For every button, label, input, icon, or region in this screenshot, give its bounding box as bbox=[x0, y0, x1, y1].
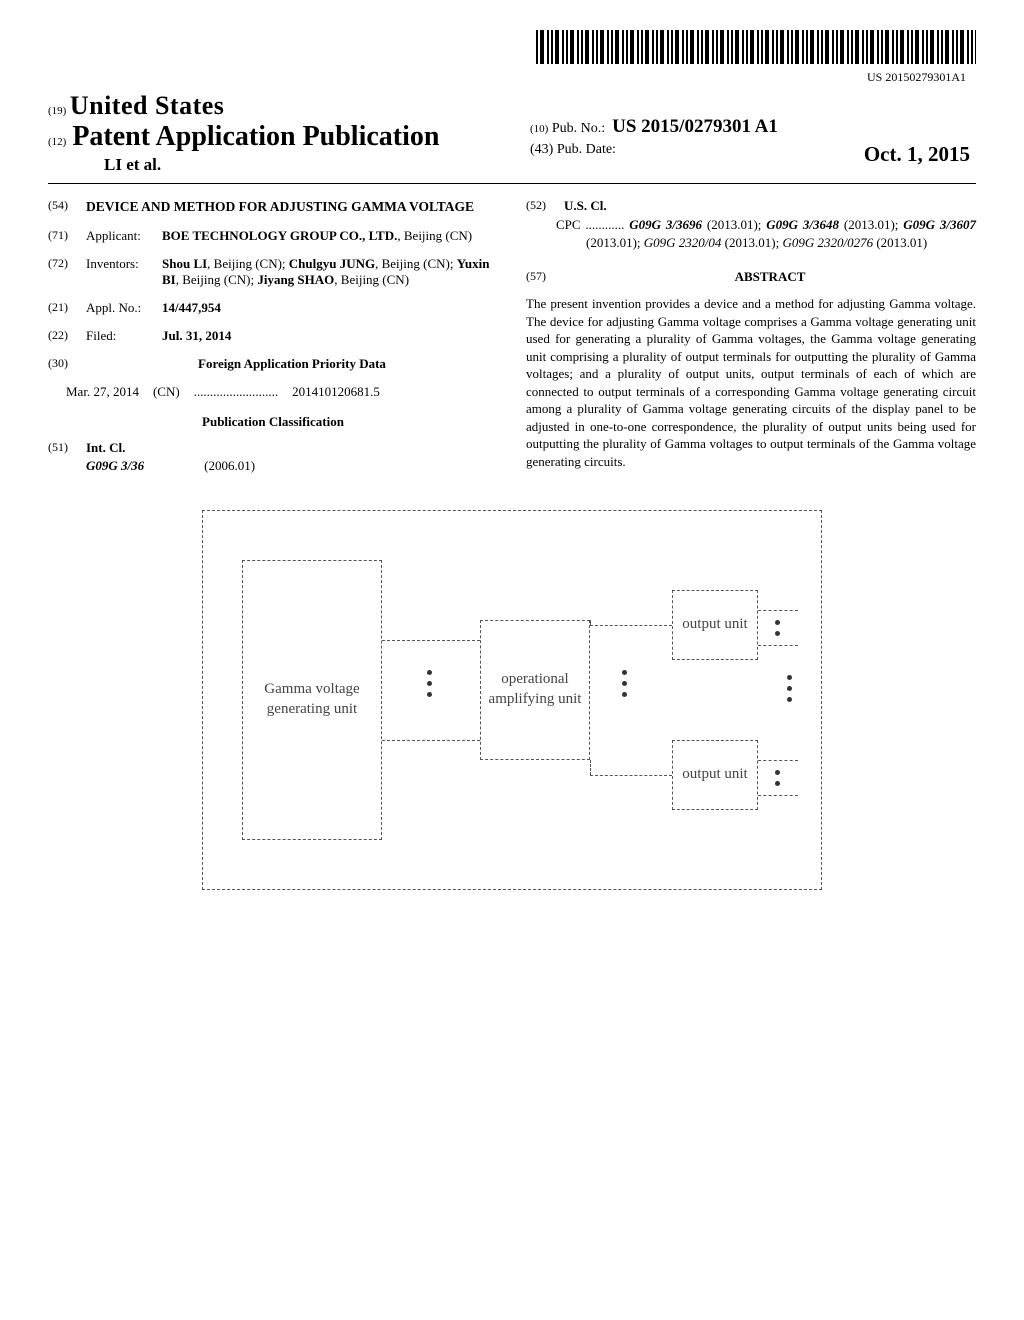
ellipsis-dots-bot bbox=[775, 770, 780, 786]
intcl-label: Int. Cl. bbox=[86, 440, 498, 456]
applno-label: Appl. No.: bbox=[86, 300, 162, 316]
priority-country: (CN) bbox=[153, 384, 180, 400]
ellipsis-dots-3 bbox=[787, 675, 792, 702]
header-block: (19) United States (12) Patent Applicati… bbox=[48, 91, 976, 175]
block-diagram: Gamma voltage generating unit operationa… bbox=[202, 510, 822, 890]
priority-dots: .......................... bbox=[194, 384, 279, 400]
field-code-71: (71) bbox=[48, 228, 86, 244]
conn-gamma-opamp-top bbox=[382, 640, 480, 641]
pubdate-label: Pub. Date: bbox=[557, 142, 616, 157]
conn-opamp-out-top bbox=[590, 625, 672, 626]
inventors-label: Inventors: bbox=[86, 256, 162, 288]
publication-date: Oct. 1, 2015 bbox=[864, 142, 970, 167]
op-amp-label: operational amplifying unit bbox=[481, 670, 589, 709]
applicant-value: BOE TECHNOLOGY GROUP CO., LTD., Beijing … bbox=[162, 228, 498, 244]
conn-out-top-2 bbox=[758, 645, 798, 646]
header-right: (10) Pub. No.: US 2015/0279301 A1 (43) P… bbox=[530, 116, 970, 167]
output-unit-top-box: output unit bbox=[672, 590, 758, 660]
ellipsis-dots-1 bbox=[427, 670, 432, 697]
field-code-30: (30) bbox=[48, 356, 86, 372]
conn-out-top-1 bbox=[758, 610, 798, 611]
publication-type: Patent Application Publication bbox=[72, 121, 439, 153]
filed-label: Filed: bbox=[86, 328, 162, 344]
priority-data: Mar. 27, 2014 (CN) .....................… bbox=[48, 384, 498, 400]
conn-stub-2 bbox=[590, 760, 591, 775]
classification-heading: Publication Classification bbox=[48, 414, 498, 430]
priority-number: 201410120681.5 bbox=[292, 384, 380, 400]
output-unit-bottom-label: output unit bbox=[682, 765, 747, 785]
abstract-code: (57) bbox=[526, 269, 564, 295]
field-code-22: (22) bbox=[48, 328, 86, 344]
applno-value: 14/447,954 bbox=[162, 300, 498, 316]
filed-value: Jul. 31, 2014 bbox=[162, 328, 498, 344]
field-code-52: (52) bbox=[526, 198, 564, 214]
gamma-unit-box: Gamma voltage generating unit bbox=[242, 560, 382, 840]
field-code-54: (54) bbox=[48, 198, 86, 216]
bibliographic-columns: (54) DEVICE AND METHOD FOR ADJUSTING GAM… bbox=[48, 198, 976, 474]
horizontal-rule bbox=[48, 183, 976, 184]
priority-date: Mar. 27, 2014 bbox=[66, 384, 139, 400]
conn-out-bot-2 bbox=[758, 795, 798, 796]
pubdate-code: (43) bbox=[530, 142, 553, 157]
conn-gamma-opamp-bottom bbox=[382, 740, 480, 741]
pubno-code: (10) bbox=[530, 123, 548, 135]
pub-code: (12) bbox=[48, 136, 66, 148]
conn-stub-1 bbox=[590, 620, 591, 625]
right-column: (52) U.S. Cl. CPC ............ G09G 3/36… bbox=[526, 198, 976, 474]
abstract-heading: ABSTRACT bbox=[564, 269, 976, 285]
field-code-72: (72) bbox=[48, 256, 86, 288]
publication-number: US 2015/0279301 A1 bbox=[612, 116, 778, 137]
invention-title: DEVICE AND METHOD FOR ADJUSTING GAMMA VO… bbox=[86, 198, 498, 216]
field-code-51: (51) bbox=[48, 440, 86, 456]
intcl-value: G09G 3/36 bbox=[86, 458, 144, 474]
priority-heading: Foreign Application Priority Data bbox=[86, 356, 498, 372]
op-amp-box: operational amplifying unit bbox=[480, 620, 590, 760]
country-name: United States bbox=[70, 91, 225, 120]
conn-out-bot-1 bbox=[758, 760, 798, 761]
output-unit-bottom-box: output unit bbox=[672, 740, 758, 810]
uscl-label: U.S. Cl. bbox=[564, 198, 976, 214]
pubno-label: Pub. No.: bbox=[552, 121, 605, 136]
figure-area: Gamma voltage generating unit operationa… bbox=[48, 510, 976, 890]
abstract-body: The present invention provides a device … bbox=[526, 295, 976, 470]
ellipsis-dots-2 bbox=[622, 670, 627, 697]
left-column: (54) DEVICE AND METHOD FOR ADJUSTING GAM… bbox=[48, 198, 498, 474]
gamma-unit-label: Gamma voltage generating unit bbox=[243, 680, 381, 719]
country-code: (19) bbox=[48, 105, 66, 117]
barcode bbox=[536, 30, 976, 64]
intcl-year: (2006.01) bbox=[204, 458, 255, 474]
barcode-number: US 20150279301A1 bbox=[48, 70, 976, 85]
intcl-row: G09G 3/36 (2006.01) bbox=[48, 458, 498, 474]
ellipsis-dots-top bbox=[775, 620, 780, 636]
inventors-value: Shou LI, Beijing (CN); Chulgyu JUNG, Bei… bbox=[162, 256, 498, 288]
output-unit-top-label: output unit bbox=[682, 615, 747, 635]
conn-opamp-out-bottom bbox=[590, 775, 672, 776]
applicant-label: Applicant: bbox=[86, 228, 162, 244]
cpc-classification: CPC ............ G09G 3/3696 (2013.01); … bbox=[526, 216, 976, 251]
barcode-area: US 20150279301A1 bbox=[48, 30, 976, 85]
field-code-21: (21) bbox=[48, 300, 86, 316]
